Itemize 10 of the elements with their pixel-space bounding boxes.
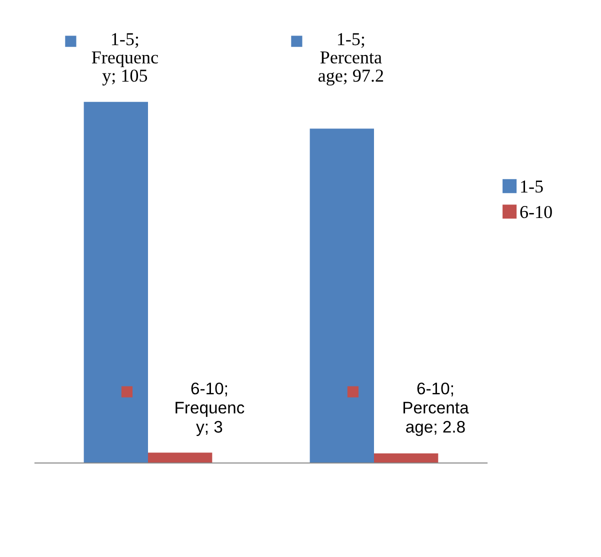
data-label: 1-5; Percenta age; 97.2 bbox=[318, 33, 384, 86]
legend-label: 6-10 bbox=[520, 206, 552, 218]
bar bbox=[310, 128, 374, 463]
data-label: 1-5; Frequenc y; 105 bbox=[92, 33, 158, 86]
legend-label: 1-5 bbox=[521, 180, 543, 193]
bar bbox=[374, 453, 438, 463]
bar bbox=[84, 102, 148, 463]
data-label: 6-10; Percenta age; 2.8 bbox=[403, 382, 469, 436]
data-label: 6-10; Frequenc y; 3 bbox=[176, 382, 244, 436]
bar bbox=[148, 452, 212, 463]
